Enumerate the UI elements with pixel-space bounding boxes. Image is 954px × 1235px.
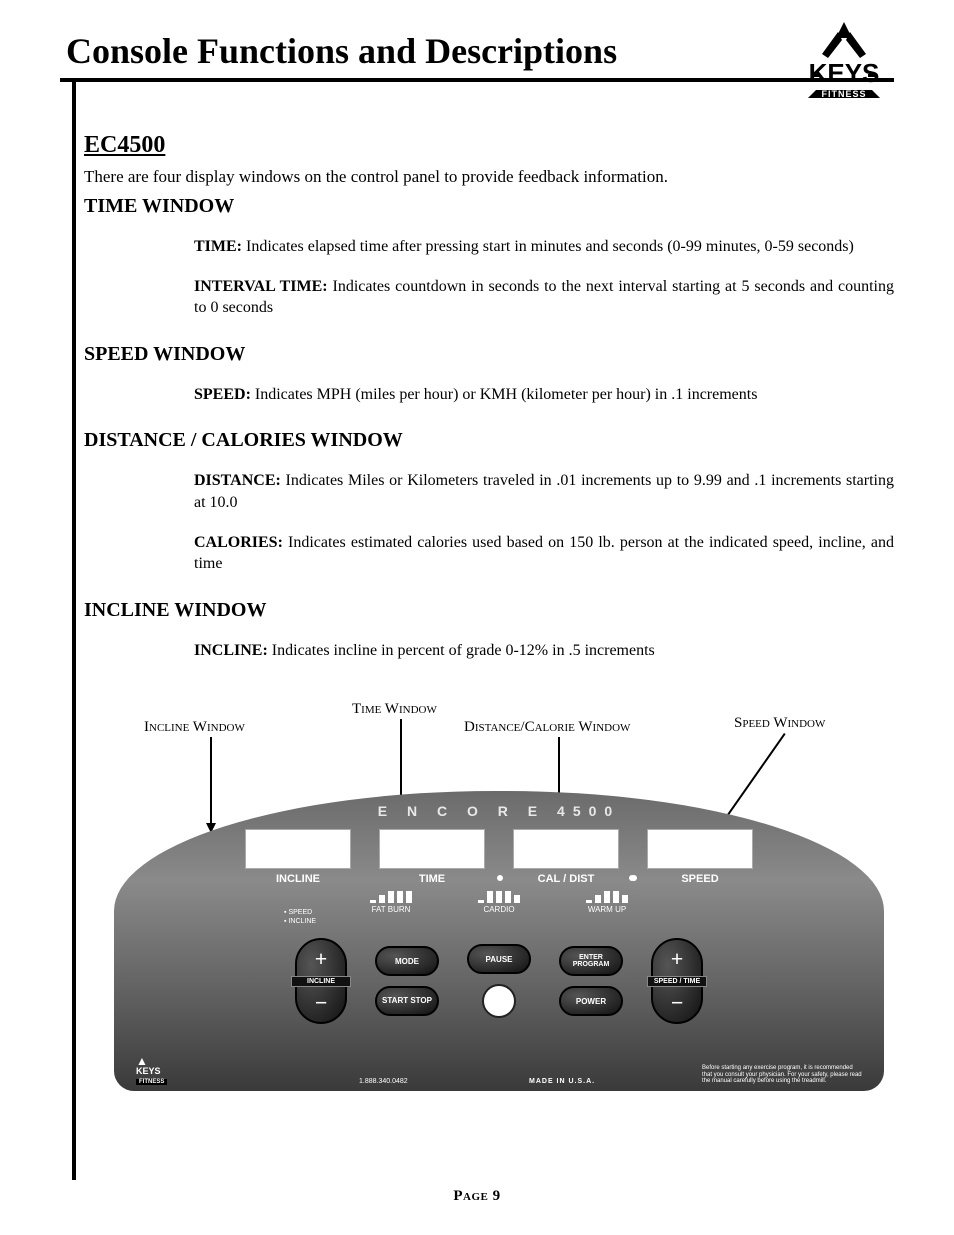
svg-text:FITNESS: FITNESS	[821, 89, 866, 99]
window-time	[379, 829, 485, 869]
console-title: E N C O R E 4500	[114, 803, 884, 819]
display-windows	[114, 829, 884, 869]
program-profiles: FAT BURN CARDIO WARM UP	[114, 889, 884, 914]
incline-item-1-text: Indicates incline in percent of grade 0-…	[268, 642, 655, 659]
time-item-2-label: INTERVAL TIME:	[194, 278, 328, 295]
pause-button[interactable]: PAUSE	[467, 944, 531, 974]
window-label-time: TIME	[379, 873, 485, 885]
safety-key[interactable]	[482, 984, 516, 1018]
window-label-incline: INCLINE	[245, 873, 351, 885]
minus-icon: −	[315, 992, 328, 1014]
mode-button[interactable]: MODE	[375, 946, 439, 976]
window-caldist	[513, 829, 619, 869]
callout-speed: Speed Window	[734, 715, 825, 732]
enter-program-button[interactable]: ENTER PROGRAM	[559, 946, 623, 976]
speed-item-1: SPEED: Indicates MPH (miles per hour) or…	[194, 384, 894, 406]
distcal-item-1-text: Indicates Miles or Kilometers traveled i…	[194, 472, 894, 511]
section-time-heading: TIME WINDOW	[84, 195, 894, 218]
brand-logo: KEYS FITNESS	[794, 20, 894, 113]
time-item-1: TIME: Indicates elapsed time after press…	[194, 236, 894, 258]
window-label-speed: SPEED	[647, 873, 753, 885]
plus-icon: +	[315, 948, 328, 970]
distcal-item-2-text: Indicates estimated calories used based …	[194, 534, 894, 573]
profile-legend: ▪ SPEED ▪ INCLINE	[284, 909, 316, 926]
minus-icon: −	[671, 992, 684, 1014]
speed-rocker-label: SPEED / TIME	[647, 976, 707, 987]
callout-distcal: Distance/Calorie Window	[464, 719, 630, 736]
section-distcal-heading: DISTANCE / CALORIES WINDOW	[84, 429, 894, 452]
startstop-button[interactable]: START STOP	[375, 986, 439, 1016]
arrow-incline	[210, 737, 212, 825]
distcal-item-2-label: CALORIES:	[194, 534, 283, 551]
window-incline	[245, 829, 351, 869]
made-in-usa: MADE IN U.S.A.	[529, 1078, 595, 1085]
left-vertical-rule	[72, 80, 76, 1180]
intro-text: There are four display windows on the co…	[84, 167, 894, 187]
warning-text: Before starting any exercise program, it…	[702, 1065, 862, 1086]
time-item-1-text: Indicates elapsed time after pressing st…	[242, 238, 854, 255]
svg-text:KEYS: KEYS	[809, 58, 880, 88]
program-warmup: WARM UP	[577, 889, 637, 914]
title-bar: Console Functions and Descriptions	[60, 30, 894, 82]
time-item-1-label: TIME:	[194, 238, 242, 255]
callout-time: Time Window	[352, 701, 437, 718]
speed-rocker[interactable]: + SPEED / TIME −	[651, 938, 703, 1024]
phone-number: 1.888.340.0482	[359, 1078, 408, 1085]
distcal-item-1-label: DISTANCE:	[194, 472, 281, 489]
console-footer: ▲ KEYS FITNESS 1.888.340.0482 MADE IN U.…	[114, 1055, 884, 1085]
incline-item-1: INCLINE: Indicates incline in percent of…	[194, 640, 894, 662]
section-incline-heading: INCLINE WINDOW	[84, 599, 894, 622]
program-fatburn: FAT BURN	[361, 889, 421, 914]
incline-item-1-label: INCLINE:	[194, 642, 268, 659]
incline-rocker[interactable]: + INCLINE −	[295, 938, 347, 1024]
time-item-2: INTERVAL TIME: Indicates countdown in se…	[194, 276, 894, 319]
console-diagram: Incline Window Time Window Distance/Calo…	[84, 701, 894, 1101]
arrow-speed	[721, 733, 786, 824]
callout-incline: Incline Window	[144, 719, 245, 736]
content-area: EC4500 There are four display windows on…	[84, 132, 894, 1101]
button-row: + INCLINE − MODE START STOP PAUSE ENTER …	[114, 938, 884, 1024]
distcal-item-1: DISTANCE: Indicates Miles or Kilometers …	[194, 470, 894, 513]
page-title: Console Functions and Descriptions	[66, 30, 617, 72]
model-heading: EC4500	[84, 132, 894, 159]
distcal-item-2: CALORIES: Indicates estimated calories u…	[194, 532, 894, 575]
program-cardio: CARDIO	[469, 889, 529, 914]
keys-mini-logo: ▲ KEYS FITNESS	[136, 1055, 167, 1085]
section-speed-heading: SPEED WINDOW	[84, 343, 894, 366]
speed-item-1-text: Indicates MPH (miles per hour) or KMH (k…	[251, 386, 758, 403]
keys-logo-icon: KEYS FITNESS	[794, 20, 894, 108]
speed-item-1-label: SPEED:	[194, 386, 251, 403]
power-button[interactable]: POWER	[559, 986, 623, 1016]
page-number: Page 9	[0, 1188, 954, 1205]
window-speed	[647, 829, 753, 869]
plus-icon: +	[671, 948, 684, 970]
console-panel: E N C O R E 4500 INCLINE TIME CAL / DIST…	[114, 791, 884, 1091]
window-label-caldist: CAL / DIST	[513, 873, 619, 885]
window-labels: INCLINE TIME CAL / DIST SPEED	[114, 873, 884, 885]
incline-rocker-label: INCLINE	[291, 976, 351, 987]
